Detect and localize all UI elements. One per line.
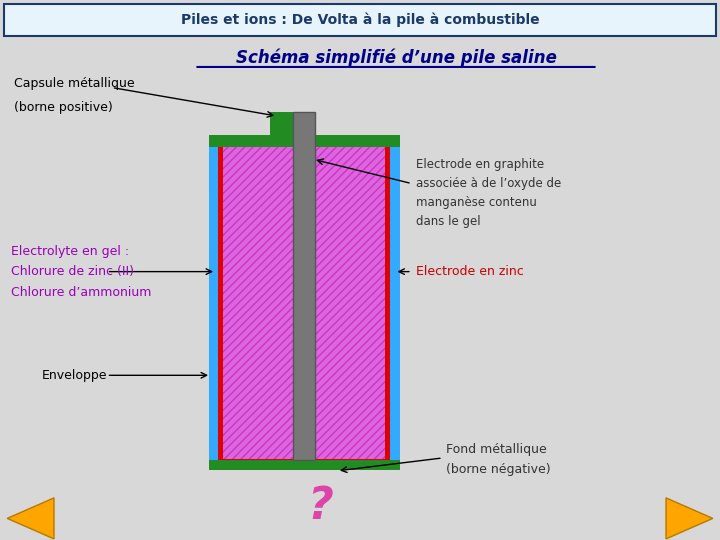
Text: Schéma simplifié d’une pile saline: Schéma simplifié d’une pile saline <box>235 49 557 67</box>
Text: Chlorure d’ammonium: Chlorure d’ammonium <box>11 286 151 299</box>
Text: (borne positive): (borne positive) <box>14 102 113 114</box>
Text: Electrolyte en gel :: Electrolyte en gel : <box>11 245 129 258</box>
Polygon shape <box>7 498 54 539</box>
Polygon shape <box>666 498 713 539</box>
Bar <box>209 460 400 470</box>
Bar <box>209 138 400 470</box>
Text: associée à de l’oxyde de: associée à de l’oxyde de <box>416 177 562 190</box>
Text: Fond métallique: Fond métallique <box>446 443 547 456</box>
Text: dans le gel: dans le gel <box>416 215 481 228</box>
Bar <box>294 112 315 460</box>
Bar <box>270 112 310 135</box>
Text: Enveloppe: Enveloppe <box>42 369 107 382</box>
Text: manganèse contenu: manganèse contenu <box>416 196 537 209</box>
Text: Chlorure de zinc (II): Chlorure de zinc (II) <box>11 265 134 278</box>
Text: Capsule métallique: Capsule métallique <box>14 77 135 90</box>
Text: ?: ? <box>307 485 333 528</box>
Bar <box>209 135 400 147</box>
Text: Electrode en graphite: Electrode en graphite <box>416 158 544 171</box>
Text: Electrode en zinc: Electrode en zinc <box>416 265 524 278</box>
Bar <box>4 4 716 36</box>
Text: Piles et ions : De Volta à la pile à combustible: Piles et ions : De Volta à la pile à com… <box>181 13 539 27</box>
Bar <box>223 141 385 459</box>
Bar <box>218 138 390 463</box>
Text: (borne négative): (borne négative) <box>446 463 551 476</box>
